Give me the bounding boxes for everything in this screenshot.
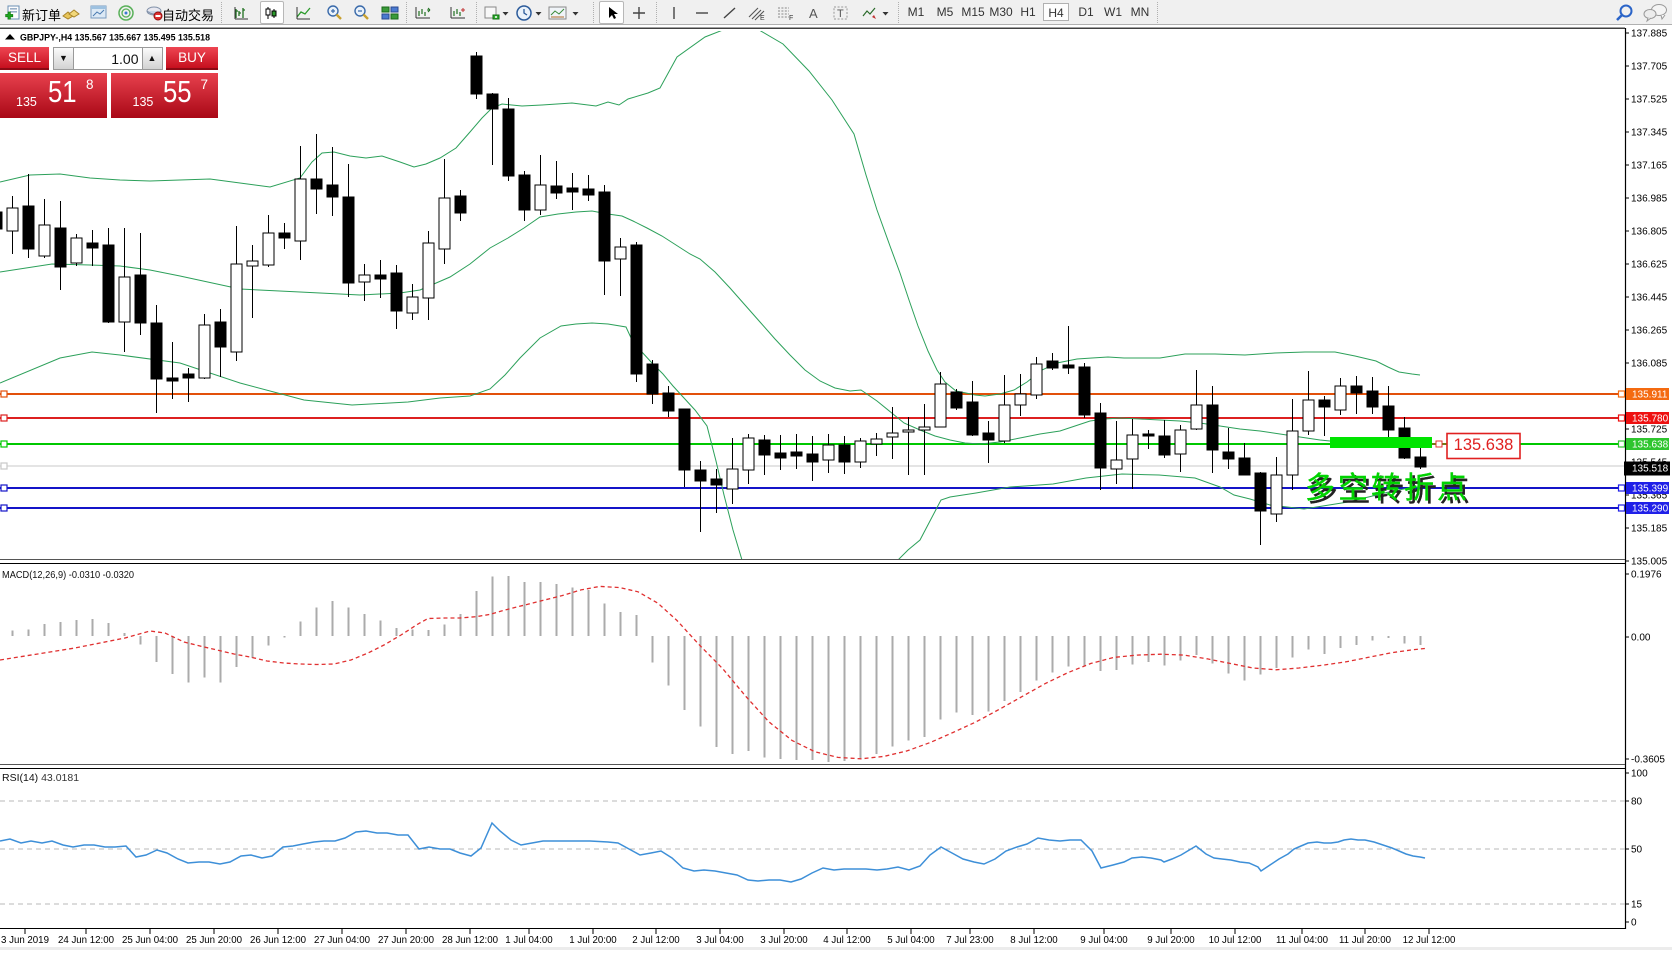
svg-text:3 Jul 20:00: 3 Jul 20:00 — [760, 935, 808, 946]
svg-text:8 Jul 12:00: 8 Jul 12:00 — [1010, 935, 1058, 946]
svg-text:135.911: 135.911 — [1632, 390, 1668, 401]
svg-text:135.780: 135.780 — [1632, 414, 1669, 425]
svg-text:135.005: 135.005 — [1631, 557, 1668, 568]
svg-text:12 Jul 12:00: 12 Jul 12:00 — [1403, 935, 1456, 946]
svg-text:RSI(14) 43.0181: RSI(14) 43.0181 — [2, 772, 79, 784]
svg-text:A: A — [809, 6, 818, 21]
svg-text:7 Jul 23:00: 7 Jul 23:00 — [946, 935, 994, 946]
svg-text:137.525: 137.525 — [1631, 95, 1668, 106]
svg-text:135.725: 135.725 — [1631, 425, 1668, 436]
svg-text:135.290: 135.290 — [1632, 504, 1669, 515]
svg-text:3 Jul 04:00: 3 Jul 04:00 — [696, 935, 744, 946]
svg-text:11 Jul 20:00: 11 Jul 20:00 — [1339, 935, 1392, 946]
svg-text:136.985: 136.985 — [1631, 194, 1668, 205]
svg-text:F: F — [789, 15, 793, 21]
svg-text:25 Jun 20:00: 25 Jun 20:00 — [186, 935, 243, 946]
svg-text:100: 100 — [1631, 769, 1648, 780]
svg-text:80: 80 — [1631, 797, 1643, 808]
svg-text:135.638: 135.638 — [1454, 436, 1514, 454]
svg-text:27 Jun 04:00: 27 Jun 04:00 — [314, 935, 371, 946]
svg-text:1 Jul 04:00: 1 Jul 04:00 — [505, 935, 553, 946]
svg-text:135.518: 135.518 — [1632, 464, 1669, 475]
svg-text:10 Jul 12:00: 10 Jul 12:00 — [1209, 935, 1262, 946]
svg-text:137.885: 137.885 — [1631, 29, 1668, 40]
svg-text:25 Jun 04:00: 25 Jun 04:00 — [122, 935, 179, 946]
svg-text:135.638: 135.638 — [1632, 440, 1669, 451]
svg-text:3 Jun 2019: 3 Jun 2019 — [1, 935, 49, 946]
svg-text:9 Jul 04:00: 9 Jul 04:00 — [1080, 935, 1128, 946]
svg-text:4 Jul 12:00: 4 Jul 12:00 — [823, 935, 871, 946]
svg-text:26 Jun 12:00: 26 Jun 12:00 — [250, 935, 307, 946]
svg-text:多空转折点: 多空转折点 — [1305, 472, 1470, 505]
svg-text:0: 0 — [1631, 918, 1637, 929]
svg-text:136.265: 136.265 — [1631, 326, 1668, 337]
svg-text:15: 15 — [1631, 900, 1643, 911]
svg-text:2 Jul 12:00: 2 Jul 12:00 — [632, 935, 680, 946]
svg-text:135.399: 135.399 — [1632, 484, 1669, 495]
svg-text:50: 50 — [1631, 845, 1643, 856]
svg-text:135.185: 135.185 — [1631, 524, 1668, 535]
svg-text:T: T — [837, 8, 844, 20]
svg-text:MACD(12,26,9) -0.0310 -0.0320: MACD(12,26,9) -0.0310 -0.0320 — [2, 569, 134, 581]
svg-text:137.345: 137.345 — [1631, 128, 1668, 139]
svg-text:9 Jul 20:00: 9 Jul 20:00 — [1147, 935, 1195, 946]
svg-text:136.625: 136.625 — [1631, 260, 1668, 271]
svg-text:27 Jun 20:00: 27 Jun 20:00 — [378, 935, 435, 946]
svg-text:5 Jul 04:00: 5 Jul 04:00 — [887, 935, 935, 946]
svg-text:28 Jun 12:00: 28 Jun 12:00 — [442, 935, 499, 946]
svg-text:E: E — [760, 15, 765, 21]
svg-text:多空转折点: 多空转折点 — [1308, 475, 1473, 508]
svg-text:1 Jul 20:00: 1 Jul 20:00 — [569, 935, 617, 946]
svg-text:136.445: 136.445 — [1631, 293, 1668, 304]
svg-text:137.705: 137.705 — [1631, 62, 1668, 73]
svg-text:136.085: 136.085 — [1631, 359, 1668, 370]
svg-text:0.00: 0.00 — [1631, 633, 1651, 644]
svg-text:11 Jul 04:00: 11 Jul 04:00 — [1276, 935, 1329, 946]
svg-text:136.805: 136.805 — [1631, 227, 1668, 238]
svg-text:GBPJPY-,H4 135.567 135.667 13: GBPJPY-,H4 135.567 135.667 135.495 135.5… — [20, 33, 210, 44]
svg-text:-0.3605: -0.3605 — [1631, 755, 1665, 766]
svg-text:24 Jun 12:00: 24 Jun 12:00 — [58, 935, 115, 946]
svg-text:135.365: 135.365 — [1631, 491, 1668, 502]
svg-text:137.165: 137.165 — [1631, 161, 1668, 172]
svg-text:0.1976: 0.1976 — [1631, 570, 1662, 581]
